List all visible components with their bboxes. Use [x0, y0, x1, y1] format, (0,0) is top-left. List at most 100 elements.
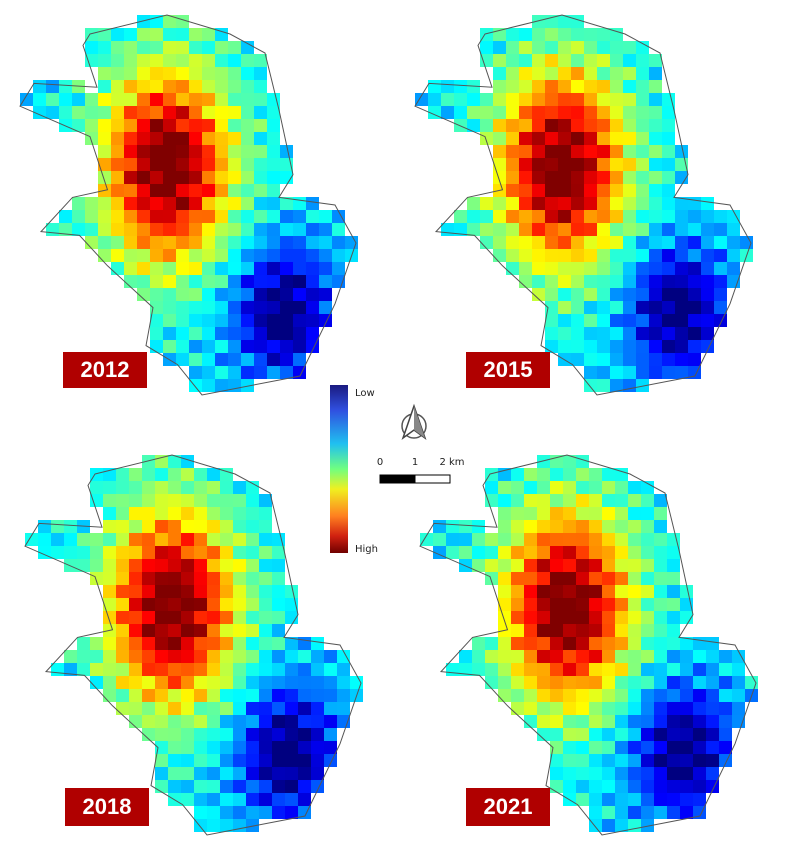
raster-cell [597, 314, 610, 327]
raster-cell [524, 572, 537, 585]
raster-cell [259, 793, 272, 806]
raster-cell [714, 236, 727, 249]
raster-cell [506, 28, 519, 41]
raster-cell [524, 507, 537, 520]
raster-cell [129, 624, 142, 637]
raster-cell [259, 611, 272, 624]
raster-cell [563, 546, 576, 559]
raster-cell [220, 468, 233, 481]
raster-cell [701, 249, 714, 262]
raster-cell [571, 106, 584, 119]
raster-cell [77, 637, 90, 650]
raster-cell [137, 80, 150, 93]
raster-cell [628, 533, 641, 546]
raster-cell [524, 650, 537, 663]
raster-cell [285, 585, 298, 598]
raster-cell [64, 650, 77, 663]
raster-cell [558, 262, 571, 275]
raster-cell [116, 494, 129, 507]
raster-cell [254, 353, 267, 366]
raster-cell [506, 145, 519, 158]
raster-cell [254, 288, 267, 301]
raster-cell [215, 54, 228, 67]
raster-cell [498, 559, 511, 572]
raster-cell [129, 598, 142, 611]
raster-cell [220, 741, 233, 754]
raster-cell [610, 145, 623, 158]
raster-cell [189, 41, 202, 54]
raster-cell [155, 741, 168, 754]
raster-cell [85, 54, 98, 67]
raster-cell [623, 67, 636, 80]
raster-cell [537, 676, 550, 689]
scale-bar [414, 474, 451, 484]
raster-cell [332, 210, 345, 223]
raster-cell [98, 54, 111, 67]
raster-cell [524, 494, 537, 507]
raster-cell [163, 67, 176, 80]
raster-cell [64, 533, 77, 546]
raster-cell [714, 288, 727, 301]
raster-cell [129, 676, 142, 689]
raster-cell [589, 793, 602, 806]
raster-cell [615, 481, 628, 494]
raster-cell [667, 702, 680, 715]
raster-cell [103, 585, 116, 598]
raster-cell [628, 572, 641, 585]
raster-cell [311, 741, 324, 754]
raster-cell [545, 275, 558, 288]
raster-cell [215, 197, 228, 210]
raster-cell [142, 455, 155, 468]
raster-cell [576, 702, 589, 715]
raster-cell [519, 197, 532, 210]
raster-cell [155, 689, 168, 702]
raster-cell [254, 262, 267, 275]
raster-cell [649, 223, 662, 236]
raster-cell [233, 481, 246, 494]
raster-cell [150, 93, 163, 106]
raster-cell [584, 145, 597, 158]
raster-cell [202, 106, 215, 119]
raster-cell [163, 301, 176, 314]
raster-cell [641, 546, 654, 559]
raster-cell [589, 481, 602, 494]
raster-cell [293, 288, 306, 301]
raster-cell [511, 494, 524, 507]
raster-cell [254, 67, 267, 80]
raster-cell [189, 106, 202, 119]
raster-cell [103, 676, 116, 689]
raster-cell [537, 572, 550, 585]
raster-cell [116, 598, 129, 611]
raster-cell [98, 119, 111, 132]
raster-cell [675, 145, 688, 158]
raster-cell [636, 353, 649, 366]
raster-cell [189, 119, 202, 132]
raster-cell [254, 314, 267, 327]
raster-cell [233, 598, 246, 611]
raster-cell [576, 793, 589, 806]
raster-cell [597, 67, 610, 80]
raster-cell [280, 353, 293, 366]
raster-cell [701, 236, 714, 249]
raster-cell [137, 275, 150, 288]
raster-cell [537, 650, 550, 663]
raster-cell [602, 637, 615, 650]
raster-cell [259, 598, 272, 611]
raster-cell [602, 767, 615, 780]
raster-cell [641, 754, 654, 767]
raster-cell [181, 494, 194, 507]
raster-cell [550, 520, 563, 533]
raster-cell [111, 171, 124, 184]
raster-cell [563, 689, 576, 702]
raster-cell [181, 767, 194, 780]
raster-cell [267, 119, 280, 132]
raster-cell [623, 41, 636, 54]
raster-cell [272, 676, 285, 689]
raster-cell [163, 171, 176, 184]
raster-cell [163, 223, 176, 236]
raster-cell [207, 689, 220, 702]
raster-cell [558, 80, 571, 93]
raster-cell [532, 15, 545, 28]
raster-cell [558, 275, 571, 288]
raster-cell [589, 598, 602, 611]
